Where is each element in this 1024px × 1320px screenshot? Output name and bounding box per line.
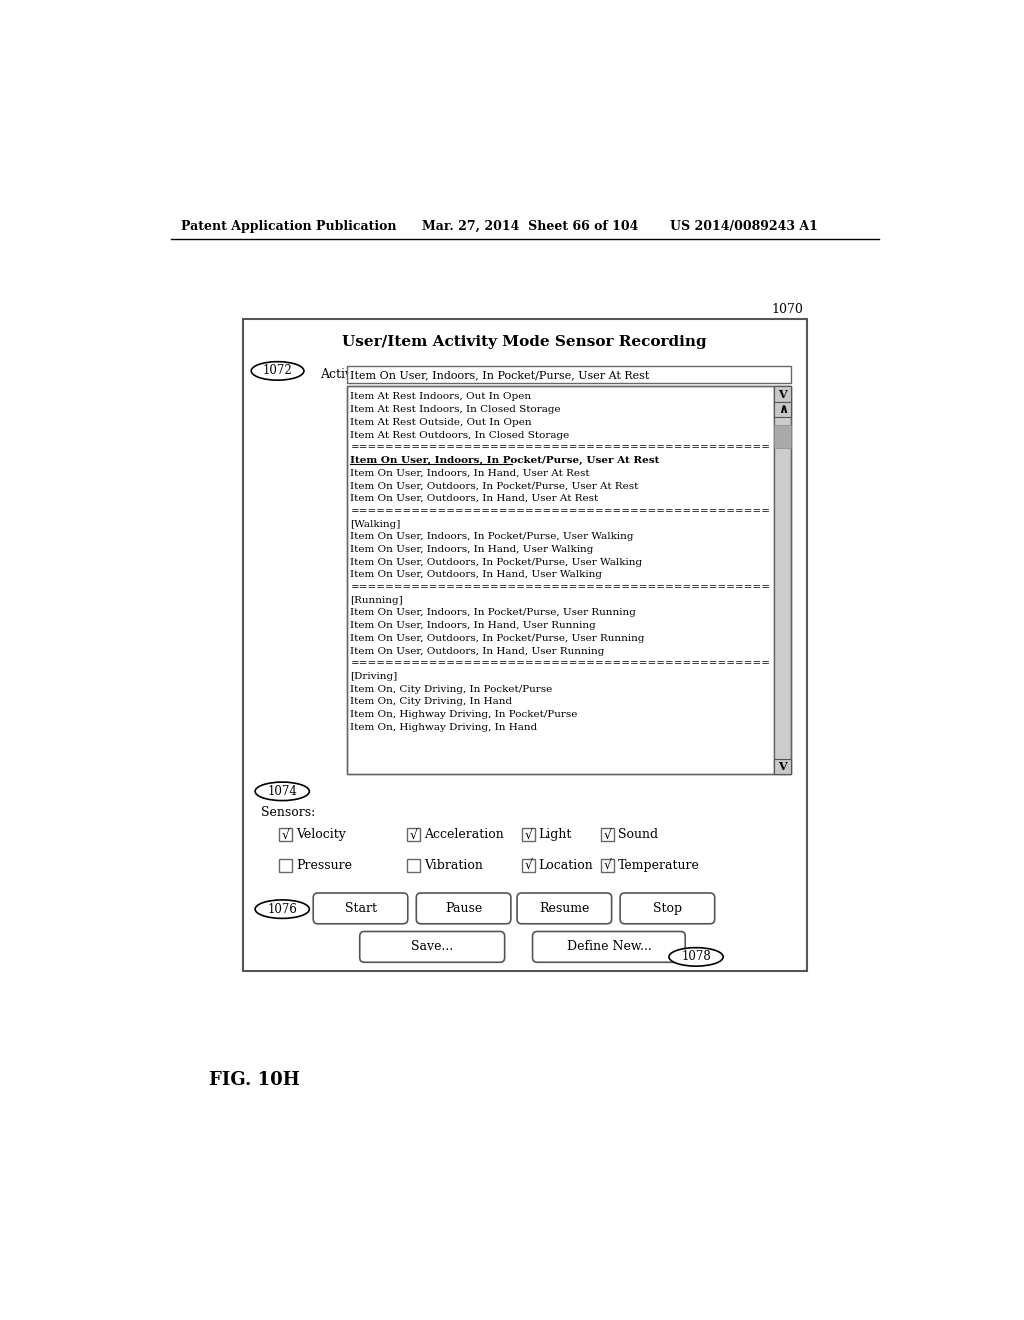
Bar — [521, 859, 535, 873]
Text: Item On User, Outdoors, In Pocket/Purse, User Running: Item On User, Outdoors, In Pocket/Purse,… — [350, 634, 645, 643]
Text: V: V — [778, 388, 787, 400]
Text: Save...: Save... — [411, 940, 454, 953]
Text: Item On, City Driving, In Hand: Item On, City Driving, In Hand — [350, 697, 513, 706]
Text: Pause: Pause — [445, 902, 482, 915]
Text: [Driving]: [Driving] — [350, 672, 397, 681]
Text: US 2014/0089243 A1: US 2014/0089243 A1 — [671, 219, 818, 232]
Text: Location: Location — [539, 859, 594, 873]
Text: √: √ — [524, 829, 532, 841]
Text: ================================================: ========================================… — [350, 507, 770, 516]
FancyBboxPatch shape — [517, 892, 611, 924]
Bar — [280, 829, 292, 841]
Bar — [407, 859, 420, 873]
Text: Item At Rest Indoors, In Closed Storage: Item At Rest Indoors, In Closed Storage — [350, 405, 561, 414]
Text: Define New...: Define New... — [566, 940, 651, 953]
Text: √: √ — [603, 829, 611, 841]
Text: Item On User, Indoors, In Hand, User Walking: Item On User, Indoors, In Hand, User Wal… — [350, 545, 594, 554]
Text: Light: Light — [539, 829, 572, 841]
Text: ================================================: ========================================… — [350, 659, 770, 668]
Bar — [601, 829, 614, 841]
Text: Resume: Resume — [540, 902, 590, 915]
Bar — [774, 401, 792, 417]
Text: 1074: 1074 — [267, 785, 297, 797]
Text: Mar. 27, 2014  Sheet 66 of 104: Mar. 27, 2014 Sheet 66 of 104 — [423, 219, 639, 232]
Bar — [280, 859, 292, 873]
Bar — [774, 387, 792, 401]
FancyBboxPatch shape — [359, 932, 505, 962]
FancyBboxPatch shape — [621, 892, 715, 924]
Text: [Walking]: [Walking] — [350, 520, 400, 528]
Bar — [346, 387, 792, 775]
Text: Item On User, Indoors, In Hand, User At Rest: Item On User, Indoors, In Hand, User At … — [350, 469, 590, 478]
Text: Item At Rest Indoors, Out In Open: Item At Rest Indoors, Out In Open — [350, 392, 531, 401]
Text: Item On, Highway Driving, In Hand: Item On, Highway Driving, In Hand — [350, 723, 538, 731]
Bar — [407, 829, 420, 841]
Text: Item On User, Indoors, In Pocket/Purse, User Running: Item On User, Indoors, In Pocket/Purse, … — [350, 609, 636, 618]
Text: Temperature: Temperature — [617, 859, 699, 873]
Text: Item On User, Outdoors, In Pocket/Purse, User At Rest: Item On User, Outdoors, In Pocket/Purse,… — [350, 482, 639, 491]
Text: Item On, City Driving, In Pocket/Purse: Item On, City Driving, In Pocket/Purse — [350, 685, 553, 694]
Text: Item At Rest Outside, Out In Open: Item At Rest Outside, Out In Open — [350, 418, 532, 426]
Text: √: √ — [282, 829, 290, 841]
Text: Sound: Sound — [617, 829, 658, 841]
Text: 1076: 1076 — [267, 903, 297, 916]
Ellipse shape — [255, 900, 309, 919]
Bar — [774, 387, 792, 775]
Text: 1070: 1070 — [771, 302, 803, 315]
FancyBboxPatch shape — [532, 932, 685, 962]
Bar — [346, 366, 792, 383]
Text: FIG. 10H: FIG. 10H — [209, 1071, 300, 1089]
Text: Activity:: Activity: — [321, 368, 373, 381]
Text: √: √ — [524, 859, 532, 873]
Text: Start: Start — [344, 902, 377, 915]
Bar — [774, 759, 792, 775]
Text: √: √ — [603, 859, 611, 873]
Bar — [521, 829, 535, 841]
Text: 1078: 1078 — [681, 950, 711, 964]
Ellipse shape — [669, 948, 723, 966]
Text: Item On User, Outdoors, In Hand, User At Rest: Item On User, Outdoors, In Hand, User At… — [350, 494, 599, 503]
Ellipse shape — [251, 362, 304, 380]
Text: Velocity: Velocity — [296, 829, 346, 841]
Text: Item On User, Indoors, In Pocket/Purse, User Walking: Item On User, Indoors, In Pocket/Purse, … — [350, 532, 634, 541]
Text: Sensors:: Sensors: — [261, 805, 315, 818]
Text: ∧: ∧ — [778, 403, 787, 416]
Bar — [601, 859, 614, 873]
Text: V: V — [778, 762, 787, 772]
Text: Item On User, Indoors, In Pocket/Purse, User At Rest: Item On User, Indoors, In Pocket/Purse, … — [349, 370, 649, 380]
Text: Item On, Highway Driving, In Pocket/Purse: Item On, Highway Driving, In Pocket/Purs… — [350, 710, 578, 719]
Text: 1072: 1072 — [263, 364, 293, 378]
Text: Item On User, Indoors, In Hand, User Running: Item On User, Indoors, In Hand, User Run… — [350, 622, 596, 630]
Text: Item On User, Outdoors, In Pocket/Purse, User Walking: Item On User, Outdoors, In Pocket/Purse,… — [350, 557, 642, 566]
Text: User/Item Activity Mode Sensor Recording: User/Item Activity Mode Sensor Recording — [342, 335, 708, 348]
Bar — [243, 318, 807, 970]
Text: Vibration: Vibration — [424, 859, 483, 873]
Bar — [346, 387, 774, 775]
Text: Item At Rest Outdoors, In Closed Storage: Item At Rest Outdoors, In Closed Storage — [350, 430, 569, 440]
Bar — [774, 425, 792, 447]
Text: Item On User, Outdoors, In Hand, User Running: Item On User, Outdoors, In Hand, User Ru… — [350, 647, 605, 656]
Text: Stop: Stop — [653, 902, 682, 915]
Ellipse shape — [255, 781, 309, 800]
Text: Item On User, Indoors, In Pocket/Purse, User At Rest: Item On User, Indoors, In Pocket/Purse, … — [350, 455, 659, 465]
Text: ================================================: ========================================… — [350, 444, 770, 453]
Text: Pressure: Pressure — [296, 859, 352, 873]
Text: Item On User, Outdoors, In Hand, User Walking: Item On User, Outdoors, In Hand, User Wa… — [350, 570, 602, 579]
Text: Acceleration: Acceleration — [424, 829, 504, 841]
Text: ================================================: ========================================… — [350, 583, 770, 593]
FancyBboxPatch shape — [313, 892, 408, 924]
FancyBboxPatch shape — [417, 892, 511, 924]
Text: Patent Application Publication: Patent Application Publication — [180, 219, 396, 232]
Text: [Running]: [Running] — [350, 595, 403, 605]
Text: √: √ — [410, 829, 418, 841]
